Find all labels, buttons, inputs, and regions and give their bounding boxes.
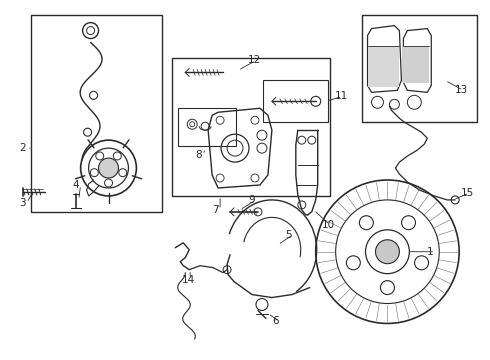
Bar (362, 15, 477, 122)
Bar (368, 45, 399, 87)
Text: 14: 14 (182, 275, 196, 285)
Text: 11: 11 (335, 91, 348, 101)
Text: 8: 8 (195, 150, 202, 160)
Text: 9: 9 (248, 195, 255, 205)
Bar (172, 58, 330, 196)
Bar (403, 45, 429, 84)
Text: 7: 7 (212, 205, 219, 215)
Circle shape (98, 158, 119, 178)
Bar (263, 80, 328, 122)
Bar (178, 108, 236, 146)
Text: 12: 12 (248, 55, 261, 66)
Text: 4: 4 (73, 180, 79, 190)
Text: 3: 3 (19, 198, 25, 208)
Text: 10: 10 (322, 220, 335, 230)
Circle shape (375, 240, 399, 264)
Text: 2: 2 (19, 143, 25, 153)
Text: 15: 15 (461, 188, 474, 198)
Text: 6: 6 (272, 316, 278, 327)
Bar (31, 15, 162, 212)
Text: 5: 5 (285, 230, 292, 240)
Text: 1: 1 (427, 247, 434, 257)
Text: 13: 13 (455, 85, 468, 95)
